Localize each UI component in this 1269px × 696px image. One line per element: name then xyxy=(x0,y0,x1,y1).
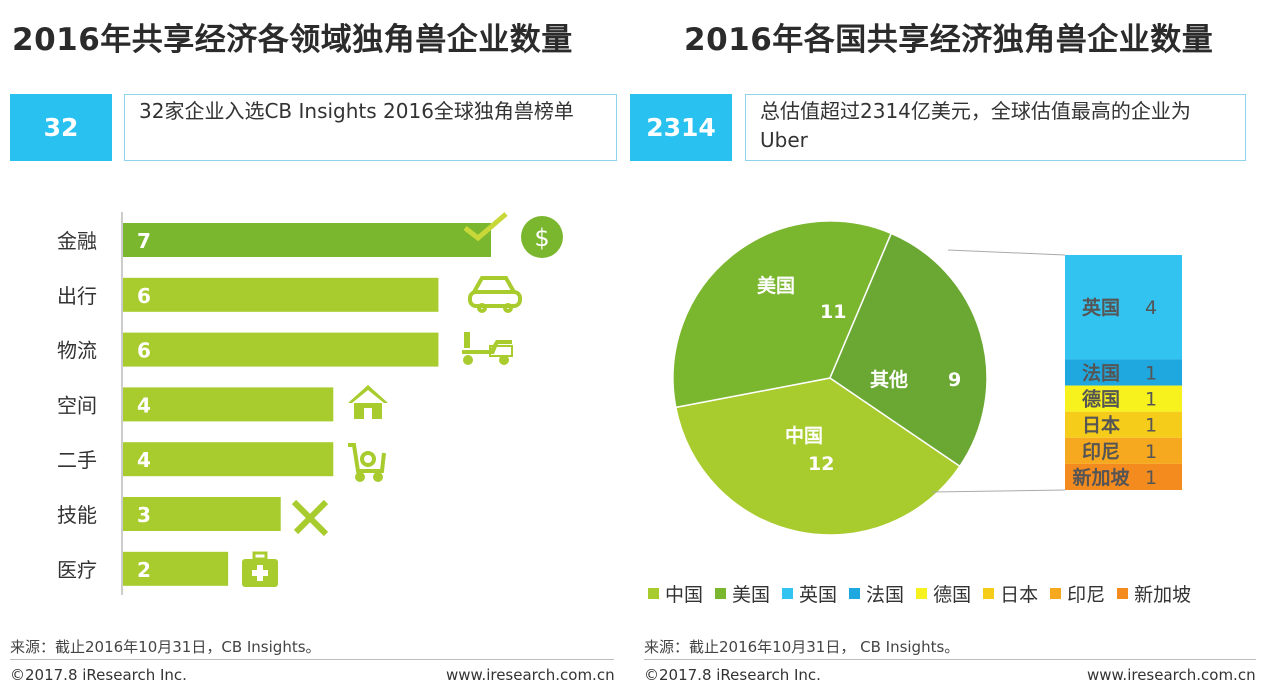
bar-value-label: 6 xyxy=(137,284,151,308)
breakdown-connector-bottom xyxy=(931,489,1066,493)
breakdown-label: 德国 xyxy=(1082,388,1120,411)
bar-value-label: 7 xyxy=(137,229,151,253)
breakdown-value: 1 xyxy=(1145,363,1157,385)
bar xyxy=(123,277,439,312)
breakdown-segment xyxy=(1065,255,1182,360)
bar xyxy=(123,442,334,477)
breakdown-value: 1 xyxy=(1145,441,1157,463)
bar-value-label: 2 xyxy=(137,558,151,582)
legend-item: 法国 xyxy=(849,580,904,607)
pie-legend: 中国 美国 英国 法国 德国 日本 印尼 新加坡 xyxy=(648,580,1203,607)
legend-label: 英国 xyxy=(799,584,838,606)
left-source-note: 来源：截止2016年10月31日，CB Insights。 xyxy=(10,638,321,656)
bar-value-label: 4 xyxy=(137,393,151,417)
breakdown-segment xyxy=(1065,385,1182,412)
pie-slice-value: 11 xyxy=(820,301,846,323)
breakdown-segment xyxy=(1065,411,1182,438)
legend-label: 印尼 xyxy=(1067,584,1106,606)
right-source-note: 来源：截止2016年10月31日， CB Insights。 xyxy=(644,638,960,656)
bar-category-label: 金融 xyxy=(57,229,97,253)
pie-slice-label: 其他 xyxy=(870,368,908,391)
legend-swatch xyxy=(849,588,861,599)
left-stat-number: 32 xyxy=(10,94,112,161)
left-stat-text: 32家企业入选CB Insights 2016全球独角兽榜单 xyxy=(124,94,617,161)
pie-slice-value: 12 xyxy=(808,453,834,475)
legend-swatch xyxy=(715,588,727,599)
svg-text:$: $ xyxy=(534,224,549,252)
breakdown-value: 4 xyxy=(1145,297,1157,319)
cart-icon xyxy=(348,443,386,482)
legend-swatch xyxy=(1117,588,1129,599)
pie-slice xyxy=(829,232,988,468)
legend-swatch xyxy=(782,588,794,599)
legend-item: 中国 xyxy=(648,580,703,607)
pie-slice-label: 中国 xyxy=(785,424,823,447)
legend-label: 美国 xyxy=(732,584,771,606)
legend-label: 日本 xyxy=(1000,584,1039,606)
legend-item: 德国 xyxy=(916,580,971,607)
bar xyxy=(123,332,439,367)
bar-category-label: 出行 xyxy=(57,284,97,308)
right-footer-rule xyxy=(644,659,1256,660)
legend-label: 法国 xyxy=(866,584,905,606)
bar-category-label: 二手 xyxy=(57,448,97,472)
legend-swatch xyxy=(916,588,928,599)
bar xyxy=(123,387,334,422)
left-footer-rule xyxy=(10,659,614,660)
country-pie-chart: 中国 12 美国 11 其他 9 英国 4 法国 1 德国 1 日本 1 印尼 1 新加坡 1 xyxy=(672,220,1182,536)
pie-slice-value: 9 xyxy=(948,369,961,391)
pie-slice xyxy=(674,377,961,536)
legend-swatch xyxy=(1050,588,1062,599)
left-copyright: ©2017.8 iResearch Inc. xyxy=(10,666,187,684)
breakdown-label: 新加坡 xyxy=(1072,466,1130,489)
breakdown-label: 印尼 xyxy=(1082,441,1120,463)
legend-item: 日本 xyxy=(983,580,1038,607)
breakdown-connector-top xyxy=(947,249,1066,256)
legend-label: 德国 xyxy=(933,584,972,606)
breakdown-label: 日本 xyxy=(1082,414,1120,437)
legend-item: 美国 xyxy=(715,580,770,607)
medical-kit-icon xyxy=(242,551,278,587)
bar xyxy=(123,497,281,531)
bar-category-label: 技能 xyxy=(57,503,97,527)
scooter-icon xyxy=(462,332,513,365)
bar-value-label: 4 xyxy=(137,448,151,472)
right-copyright: ©2017.8 iResearch Inc. xyxy=(644,666,821,684)
legend-item: 印尼 xyxy=(1050,580,1105,607)
pie-slice-label: 美国 xyxy=(757,274,795,297)
right-stat-number: 2314 xyxy=(630,94,732,161)
bar-category-label: 物流 xyxy=(57,339,97,363)
breakdown-segment xyxy=(1065,359,1182,386)
breakdown-label: 法国 xyxy=(1082,362,1120,385)
bar-category-label: 医疗 xyxy=(57,558,97,582)
legend-label: 新加坡 xyxy=(1134,584,1192,606)
breakdown-value: 1 xyxy=(1145,467,1157,489)
right-website: www.iresearch.com.cn xyxy=(1087,666,1256,684)
bar xyxy=(123,551,229,586)
bar-value-label: 3 xyxy=(137,503,151,527)
dollar-icon: $ xyxy=(521,216,563,258)
breakdown-value: 1 xyxy=(1145,415,1157,437)
legend-item: 新加坡 xyxy=(1117,580,1191,607)
legend-swatch xyxy=(648,588,659,599)
bar xyxy=(123,223,491,257)
legend-swatch xyxy=(983,588,995,599)
sector-bar-chart: 7 金融 6 出行 6 物流 4 空间 4 二手 3 技能 2 医疗 $ xyxy=(57,212,563,595)
left-website: www.iresearch.com.cn xyxy=(446,666,615,684)
bar-category-label: 空间 xyxy=(57,393,97,417)
house-icon xyxy=(348,385,388,419)
legend-label: 中国 xyxy=(665,584,704,606)
legend-item: 英国 xyxy=(782,580,837,607)
breakdown-label: 英国 xyxy=(1082,296,1120,319)
right-chart-title: 2016年各国共享经济独角兽企业数量 xyxy=(684,22,1214,58)
left-chart-title: 2016年共享经济各领域独角兽企业数量 xyxy=(12,22,573,58)
bar-value-label: 6 xyxy=(137,339,151,363)
tools-icon xyxy=(291,499,329,537)
right-stat-text: 总估值超过2314亿美元，全球估值最高的企业为Uber xyxy=(745,94,1246,161)
check-mark-icon xyxy=(463,212,508,242)
breakdown-segment xyxy=(1065,437,1182,464)
breakdown-segment xyxy=(1065,463,1182,490)
car-icon xyxy=(468,276,522,313)
breakdown-value: 1 xyxy=(1145,389,1157,411)
